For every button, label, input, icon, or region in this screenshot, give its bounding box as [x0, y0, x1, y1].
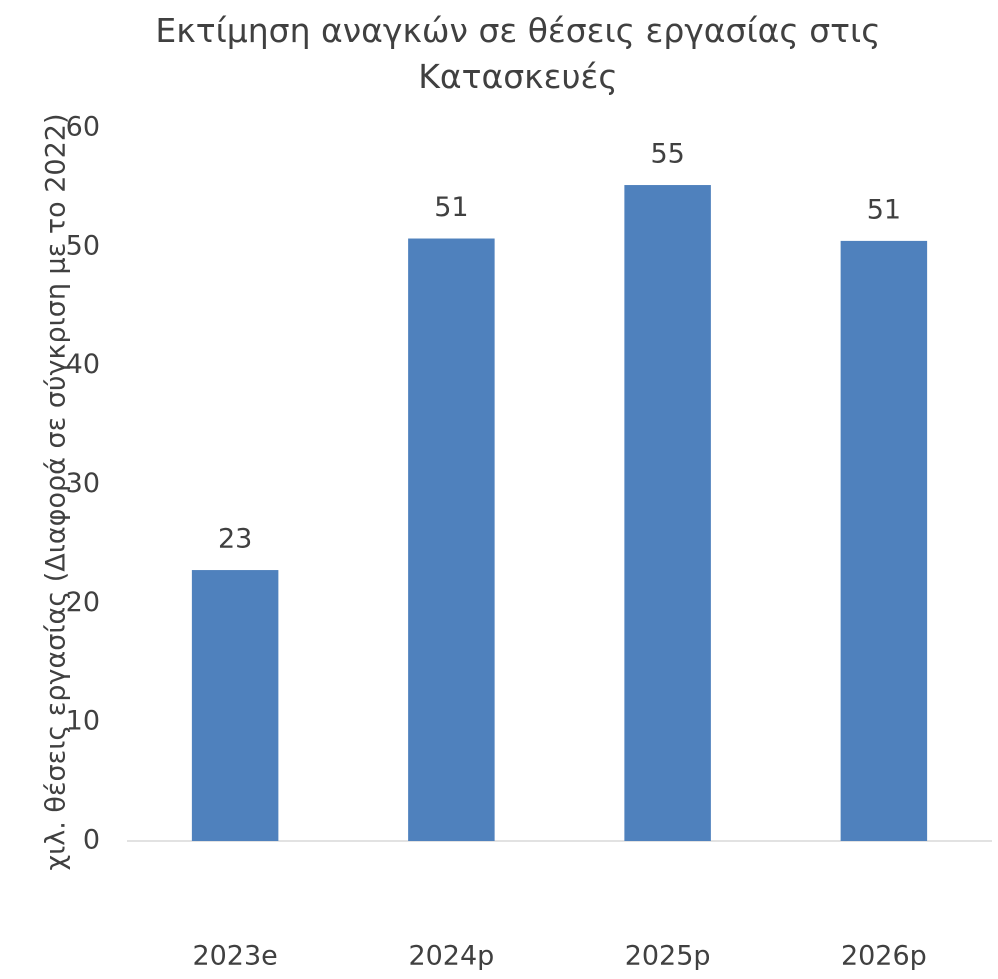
- y-tick-label: 0: [83, 825, 100, 856]
- data-label: 51: [434, 192, 468, 223]
- y-tick-label: 10: [66, 706, 100, 737]
- chart-title: Εκτίμηση αναγκών σε θέσεις εργασίας στις…: [155, 11, 881, 96]
- y-tick-label: 20: [66, 587, 100, 618]
- data-label: 51: [867, 194, 901, 225]
- bar: [624, 185, 711, 842]
- y-tick-label: 40: [66, 349, 100, 380]
- x-tick-label: 2025p: [625, 941, 711, 972]
- x-tick-label: 2024p: [408, 941, 494, 972]
- y-tick-label: 60: [66, 112, 100, 143]
- y-axis-title: χιλ. θέσεις εργασίας (Διαφορά σε σύγκρισ…: [41, 114, 72, 871]
- bar: [840, 240, 928, 841]
- bar: [408, 238, 495, 841]
- y-tick-label: 50: [66, 230, 100, 261]
- data-label: 23: [218, 524, 252, 555]
- data-label: 55: [650, 139, 684, 170]
- x-tick-label: 2023e: [192, 941, 277, 972]
- x-tick-label: 2026p: [841, 941, 927, 972]
- y-tick-label: 30: [66, 468, 100, 499]
- bar: [191, 570, 279, 841]
